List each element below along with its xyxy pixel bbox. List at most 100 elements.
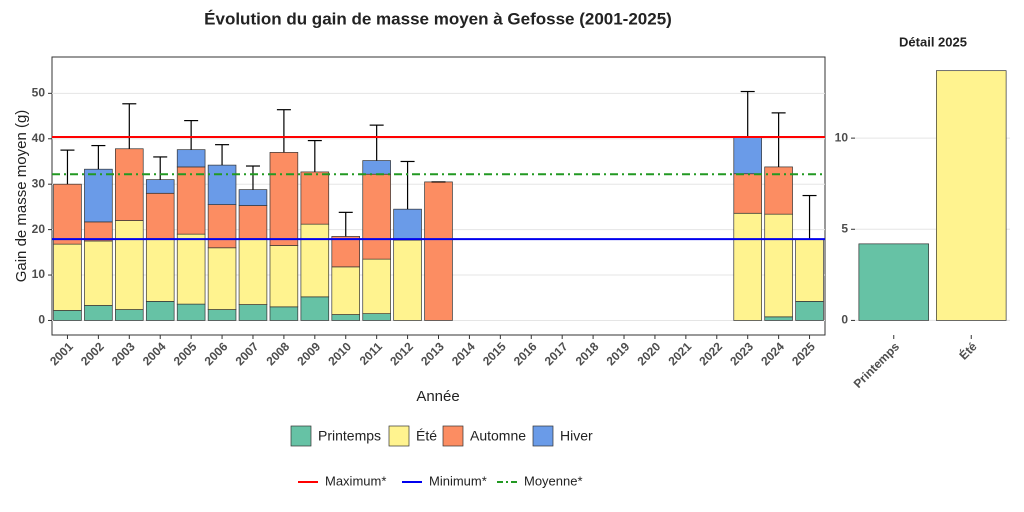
bar-segment: [733, 212, 762, 321]
error-bar: [215, 144, 230, 166]
x-tick-label: 2004: [140, 339, 169, 368]
bar: [858, 243, 929, 321]
x-tick-label: 2013: [418, 339, 447, 368]
legend-label: Automne: [470, 428, 526, 444]
y-tick-label: 10: [835, 130, 849, 144]
x-tick-label: 2025: [789, 339, 818, 368]
x-tick-label: 2015: [480, 339, 509, 368]
error-bar: [369, 124, 384, 161]
legend-swatch: [532, 425, 554, 447]
bar-segment: [207, 204, 237, 249]
x-tick-label: 2022: [696, 339, 725, 368]
bar: [936, 70, 1007, 321]
bar-segment: [176, 233, 206, 305]
legend-label: Été: [416, 428, 437, 444]
bar-segment: [362, 313, 391, 321]
error-bar: [184, 119, 199, 150]
bar-segment: [53, 183, 82, 245]
bar-segment: [115, 220, 144, 310]
legend-label: Hiver: [560, 428, 593, 444]
bar-segment: [269, 306, 299, 321]
bar-segment: [84, 168, 113, 223]
error-bar: [740, 90, 755, 137]
bar-segment: [269, 245, 299, 308]
x-tick-label: 2016: [511, 339, 540, 368]
error-bar: [802, 194, 817, 240]
x-tick-label: Été: [956, 339, 980, 363]
bar-segment: [84, 240, 113, 306]
y-tick-label: 0: [841, 313, 848, 327]
bar-segment: [176, 149, 206, 168]
x-tick-label: 2009: [294, 339, 323, 368]
y-tick-label: 20: [32, 222, 46, 236]
legend-swatch: [388, 425, 410, 447]
x-tick-label: 2018: [573, 339, 602, 368]
bar-segment: [795, 301, 824, 321]
bar-segment: [269, 152, 299, 246]
bar-segment: [84, 221, 113, 242]
bar-segment: [795, 238, 824, 302]
bar-segment: [764, 213, 793, 318]
y-tick-label: 50: [32, 86, 46, 100]
bar-segment: [53, 310, 82, 321]
bar-segment: [393, 208, 422, 241]
error-bar: [122, 103, 137, 149]
bar-segment: [362, 173, 391, 260]
y-axis-title: Gain de masse moyen (g): [13, 110, 30, 283]
legend-label: Minimum*: [429, 473, 487, 488]
legend-swatch: [290, 425, 312, 447]
x-tick-label: 2021: [665, 339, 694, 368]
bar-segment: [115, 148, 144, 221]
bar-segment: [207, 164, 237, 205]
x-tick-label: 2006: [202, 339, 231, 368]
x-tick-label: 2017: [542, 339, 571, 368]
bar-segment: [145, 301, 175, 321]
bar-segment: [362, 258, 391, 315]
error-bar: [276, 109, 291, 153]
y-tick-label: 5: [841, 221, 848, 235]
error-bar: [307, 139, 322, 172]
bar-segment: [145, 179, 175, 194]
bar-segment: [362, 160, 391, 175]
error-bar: [400, 160, 415, 210]
error-bar: [771, 112, 786, 167]
y-tick-label: 40: [32, 131, 46, 145]
y-tick-label: 0: [38, 313, 45, 327]
bar-segment: [300, 296, 330, 321]
panel-title: Détail 2025: [899, 34, 967, 49]
x-tick-label: 2019: [604, 339, 633, 368]
error-bar: [60, 149, 75, 185]
bar-segment: [331, 236, 361, 268]
bar-segment: [733, 173, 762, 214]
bar-segment: [207, 309, 237, 321]
legend-label: Printemps: [318, 428, 381, 444]
x-tick-label: 2003: [109, 339, 138, 368]
x-axis-title: Année: [416, 388, 459, 405]
bar-segment: [393, 239, 422, 321]
legend-label: Maximum*: [325, 473, 386, 488]
x-tick-label: 2002: [78, 339, 107, 368]
x-tick-label: 2020: [635, 339, 664, 368]
bar-segment: [331, 266, 361, 315]
error-bar: [245, 165, 260, 190]
bar-segment: [300, 171, 330, 225]
bar-segment: [238, 238, 268, 305]
bar-segment: [764, 316, 793, 321]
error-bar: [91, 144, 106, 170]
y-tick-label: 10: [32, 267, 46, 281]
bar-segment: [53, 243, 82, 311]
x-tick-label: 2024: [758, 339, 787, 368]
x-tick-label: 2011: [357, 339, 386, 368]
bar-segment: [176, 166, 206, 235]
bar-segment: [331, 314, 361, 321]
bar-segment: [84, 305, 113, 321]
x-tick-label: 2005: [171, 339, 200, 368]
bar-segment: [238, 205, 268, 240]
chart-title: Évolution du gain de masse moyen à Gefos…: [204, 9, 672, 28]
bar-segment: [238, 304, 268, 321]
error-bar: [338, 211, 353, 237]
bar-segment: [145, 238, 175, 302]
x-tick-label: 2012: [387, 339, 416, 368]
